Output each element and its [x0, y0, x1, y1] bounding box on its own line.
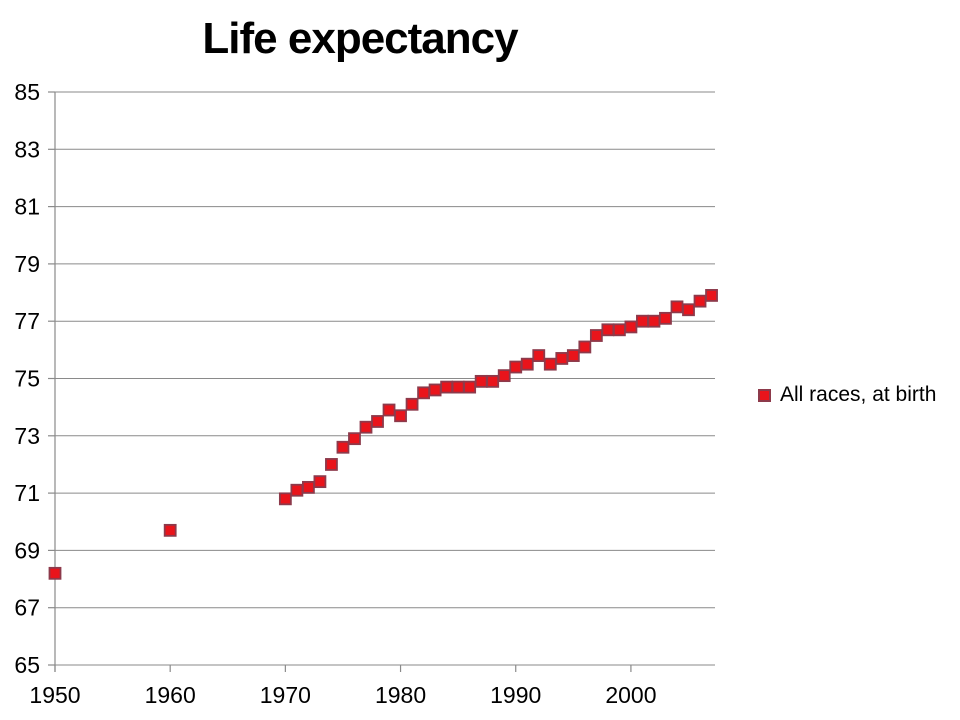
data-point-marker	[348, 432, 361, 446]
data-point-marker	[647, 314, 661, 328]
data-point-marker	[520, 357, 534, 371]
data-point-marker	[705, 289, 718, 302]
data-point-marker	[463, 380, 477, 394]
data-point-marker	[474, 374, 488, 388]
data-point-marker	[451, 380, 465, 394]
y-tick-label: 79	[14, 251, 40, 277]
data-point-marker	[670, 300, 684, 314]
data-point-marker	[440, 380, 454, 394]
legend-series-marker-icon	[758, 388, 771, 402]
data-point-marker	[428, 383, 442, 397]
x-tick-label: 1960	[145, 682, 196, 708]
data-point-marker	[589, 329, 603, 342]
data-point-marker	[313, 475, 327, 489]
data-point-marker	[48, 566, 62, 580]
data-point-marker	[417, 386, 430, 400]
data-point-marker	[359, 420, 373, 434]
y-tick-label: 81	[14, 194, 40, 220]
data-point-marker	[543, 357, 557, 371]
data-point-marker	[624, 320, 638, 334]
data-point-marker	[509, 360, 523, 374]
data-point-marker	[693, 294, 707, 308]
data-point-marker	[555, 352, 569, 365]
data-point-marker	[371, 415, 384, 428]
y-tick-label: 85	[14, 79, 40, 105]
y-tick-label: 71	[14, 480, 40, 506]
data-point-marker	[405, 397, 419, 411]
y-tick-label: 83	[14, 136, 40, 162]
data-point-marker	[163, 523, 177, 537]
y-tick-label: 77	[14, 308, 40, 334]
data-point-marker	[578, 340, 592, 354]
x-tick-label: 1950	[29, 682, 80, 708]
legend: All races, at birth	[758, 383, 936, 407]
data-point-marker	[486, 374, 500, 388]
data-point-marker	[497, 369, 511, 383]
data-point-marker	[278, 492, 292, 506]
data-point-marker	[682, 303, 695, 317]
legend-label: All races, at birth	[780, 383, 937, 406]
y-tick-label: 73	[14, 423, 40, 449]
data-point-marker	[302, 480, 315, 494]
data-point-marker	[601, 323, 615, 337]
data-point-marker	[659, 311, 672, 325]
data-point-marker	[325, 458, 338, 471]
y-tick-label: 69	[14, 537, 40, 563]
x-tick-label: 1970	[260, 682, 311, 708]
data-point-marker	[612, 323, 626, 337]
data-point-marker	[290, 483, 304, 497]
data-point-marker	[394, 409, 407, 423]
data-point-marker	[566, 349, 580, 362]
x-tick-label: 2000	[605, 682, 656, 708]
y-tick-label: 67	[14, 595, 40, 621]
y-tick-label: 75	[14, 366, 40, 392]
x-tick-label: 1980	[375, 682, 426, 708]
data-point-marker	[382, 403, 396, 417]
data-point-marker	[532, 349, 546, 362]
chart-title: Life expectancy	[202, 14, 518, 63]
y-tick-label: 65	[14, 652, 40, 678]
data-point-marker	[336, 440, 350, 454]
x-tick-label: 1990	[490, 682, 541, 708]
data-point-marker	[636, 314, 649, 328]
